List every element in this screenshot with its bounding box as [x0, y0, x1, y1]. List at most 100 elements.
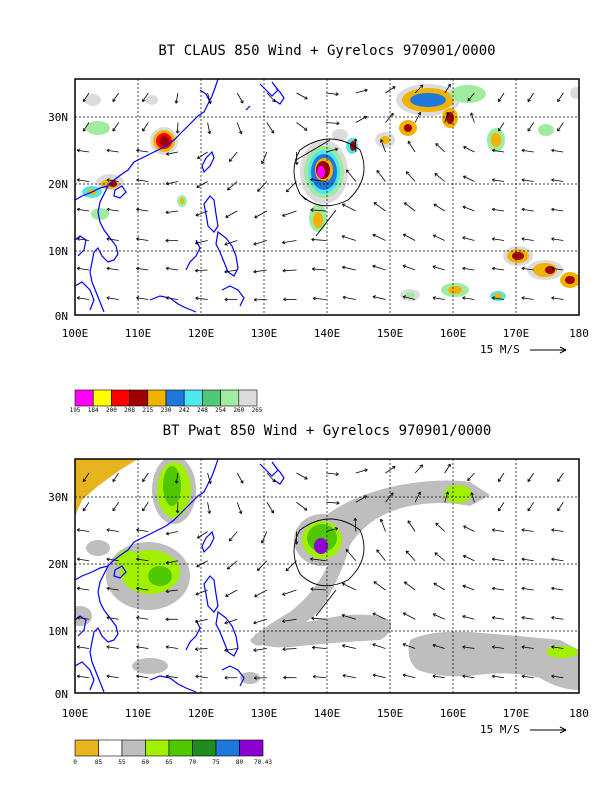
wind-vector-head	[491, 528, 496, 532]
bottom-cb-label-3: 60	[142, 759, 150, 766]
wind-vector	[492, 646, 505, 649]
wind-vector	[380, 518, 386, 532]
top-colorbar: 195 184 200 208 215 230 242 248 254 260 …	[70, 389, 263, 414]
wind-vector	[492, 297, 505, 300]
wind-vector	[432, 644, 445, 649]
wind-vector-head	[433, 582, 437, 587]
wind-vector-head	[225, 593, 229, 597]
wind-vector	[257, 560, 268, 571]
wind-vector	[227, 560, 238, 570]
wind-vector-head	[272, 98, 276, 103]
wind-vector	[136, 208, 149, 212]
wind-vector	[106, 617, 119, 620]
bottom-x-tick-170e: 170E	[503, 707, 530, 720]
bottom-x-tick-180: 180	[569, 707, 589, 720]
wind-vector-head	[197, 155, 201, 159]
wind-vector	[312, 676, 327, 679]
wind-vector	[433, 234, 445, 241]
wind-vector-head	[342, 644, 346, 648]
wind-vector-head	[112, 98, 116, 102]
top-cb-label-1: 184	[88, 407, 99, 414]
wind-vector	[497, 92, 505, 102]
wind-vector	[551, 179, 564, 182]
wind-vector-head	[467, 97, 471, 102]
wind-vector-head	[342, 265, 346, 270]
wind-vector-head	[491, 266, 496, 271]
wind-vector	[492, 208, 505, 212]
wind-vector	[136, 267, 149, 271]
wind-vector	[311, 617, 327, 620]
bottom-cb-label-4: 65	[165, 759, 173, 766]
wind-vector-head	[76, 148, 81, 153]
wind-vector	[224, 240, 238, 246]
colorbar-swatch	[238, 389, 258, 407]
wind-vector-head	[195, 619, 199, 624]
top-x-tick-140e: 140E	[314, 327, 341, 340]
wind-vector	[372, 674, 386, 679]
top-cb-label-3: 208	[124, 407, 135, 414]
wind-vector-head	[407, 520, 411, 524]
wind-vector	[432, 297, 445, 300]
wind-vector-head	[417, 491, 421, 495]
wind-vector-head	[225, 214, 229, 218]
wind-vector	[354, 518, 357, 532]
bottom-x-tick-160e: 160E	[440, 707, 467, 720]
wind-vector-head	[195, 213, 199, 217]
wind-vector	[346, 169, 357, 182]
wind-vector-head	[311, 237, 315, 242]
top-panel-title: BT CLAUS 850 Wind + Gyrelocs 970901/0000	[158, 43, 495, 59]
wind-vector-head	[240, 100, 244, 104]
wind-vector-head	[551, 586, 555, 591]
wind-vector	[236, 502, 242, 514]
wind-vector-head	[240, 480, 244, 484]
wind-vector	[380, 139, 386, 153]
top-cb-label-8: 254	[215, 407, 226, 414]
wind-vector	[253, 240, 267, 245]
wind-vector-head	[432, 643, 436, 648]
colorbar-swatch	[192, 739, 217, 757]
wind-vector	[557, 122, 564, 132]
bottom-y-tick-10n: 10N	[48, 625, 68, 638]
wind-vector-head	[76, 266, 81, 271]
wind-vector	[551, 238, 564, 241]
wind-vector	[463, 525, 475, 532]
wind-vector-head	[165, 152, 170, 156]
wind-vector-head	[363, 495, 368, 499]
wind-vector	[310, 179, 327, 182]
wind-vector-head	[497, 478, 502, 482]
wind-vector	[207, 472, 211, 484]
wind-vector-head	[254, 214, 258, 219]
wind-vector-head	[228, 158, 233, 162]
wind-vector	[434, 173, 446, 182]
wind-vector-head	[373, 581, 377, 585]
top-cb-label-9: 260	[233, 407, 244, 414]
top-cb-label-7: 248	[197, 407, 208, 414]
bottom-y-tick-20n: 20N	[48, 558, 68, 571]
wind-vector-head	[260, 540, 265, 544]
wind-vector-head	[106, 296, 110, 300]
wind-vector-head	[310, 208, 314, 212]
wind-vector-head	[462, 554, 467, 559]
wind-vector	[385, 492, 394, 503]
wind-vector-head	[491, 557, 496, 562]
colorbar-swatch	[183, 389, 203, 407]
wind-vector-head	[462, 674, 466, 679]
wind-vector	[326, 148, 338, 153]
wind-vector-head	[527, 507, 531, 512]
colorbar-swatch	[92, 389, 112, 407]
wind-vector	[492, 558, 505, 562]
wind-vector	[82, 122, 90, 132]
wind-vector	[521, 297, 534, 300]
wind-vector	[404, 581, 416, 591]
wind-vector	[551, 149, 564, 153]
wind-vector	[521, 675, 534, 679]
wind-vector-head	[82, 507, 87, 512]
wind-vector	[136, 238, 149, 241]
bottom-colorbar: 0 85 55 60 65 70 75 80 70.43	[73, 739, 272, 766]
wind-vector	[551, 587, 564, 591]
wind-vector	[282, 648, 297, 650]
wind-vector	[372, 296, 386, 300]
wind-vector-head	[310, 557, 314, 561]
wind-vector-head	[76, 178, 81, 182]
wind-vector	[266, 472, 276, 483]
